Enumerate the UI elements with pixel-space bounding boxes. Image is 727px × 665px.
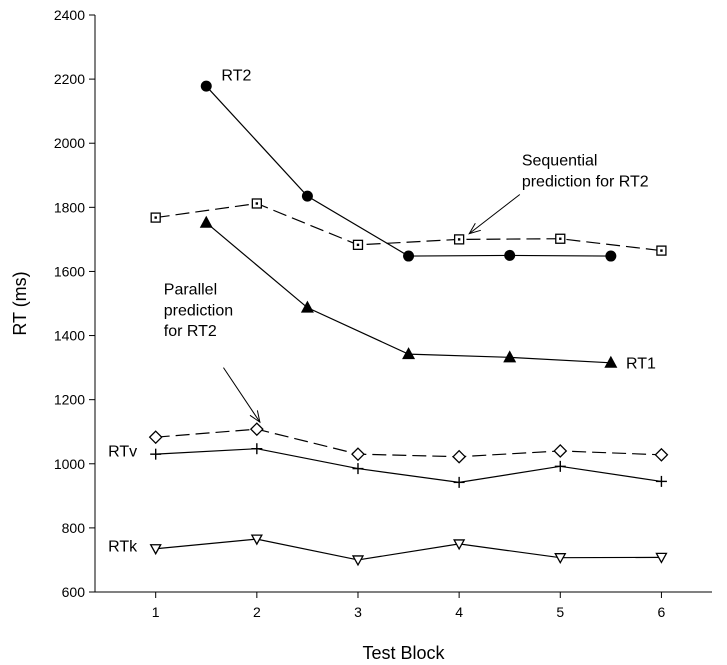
series-rt1 xyxy=(199,215,618,368)
data-point xyxy=(503,350,517,363)
data-point xyxy=(351,447,365,462)
y-tick-label: 1800 xyxy=(54,199,85,215)
data-point-dot xyxy=(356,243,360,247)
data-point xyxy=(403,250,415,262)
annotation-rt1: RT1 xyxy=(626,355,656,372)
data-point xyxy=(301,190,313,202)
arrow-head xyxy=(249,410,261,424)
data-point-dot xyxy=(559,237,562,240)
data-point xyxy=(351,555,365,567)
data-point xyxy=(300,300,314,313)
data-point xyxy=(453,234,465,245)
annotation-layer: RT2 RT1 RTv RTk Sequential prediction for RT2… xyxy=(108,68,656,556)
x-tick-label: 2 xyxy=(253,604,261,620)
axes: 600 800 1000 1200 1400 1600 1800 2000 2200 2400 1 2… xyxy=(54,7,712,620)
y-tick-label: 1400 xyxy=(54,328,85,344)
data-point xyxy=(453,476,465,488)
data-point xyxy=(655,552,668,564)
data-point xyxy=(352,463,364,475)
series-line xyxy=(155,428,662,458)
arrow-head xyxy=(468,223,481,235)
data-point xyxy=(148,430,163,445)
data-point xyxy=(251,198,262,209)
data-point xyxy=(199,215,213,228)
y-tick-label: 1000 xyxy=(54,456,85,472)
series-line xyxy=(155,202,662,252)
arrow-shaft xyxy=(223,367,261,423)
data-point xyxy=(150,448,162,460)
x-tick-label: 3 xyxy=(354,604,362,620)
arrow-shaft xyxy=(468,194,521,235)
annotation-sequential-l2: prediction for RT2 xyxy=(522,173,649,190)
series-layer xyxy=(148,80,669,567)
parallel-arrow xyxy=(223,367,261,424)
series-series-4 xyxy=(148,422,669,464)
y-axis-title: RT (ms) xyxy=(10,271,30,335)
y-tick-label: 2200 xyxy=(54,71,85,87)
series-series-3 xyxy=(150,198,667,256)
data-point xyxy=(352,239,364,250)
annotation-rtv: RTv xyxy=(108,444,137,461)
series-rt2 xyxy=(200,80,617,262)
data-point xyxy=(553,444,568,458)
x-tick-label: 6 xyxy=(658,604,666,620)
series-line xyxy=(155,538,662,561)
data-point xyxy=(555,233,566,244)
data-point xyxy=(453,539,466,551)
y-tick-label: 2400 xyxy=(54,7,85,23)
annotation-parallel-l2: prediction xyxy=(164,302,233,319)
data-point xyxy=(656,245,667,256)
annotation-sequential-l1: Sequential xyxy=(522,153,598,170)
y-tick-label: 1200 xyxy=(54,392,85,408)
y-tick-label: 600 xyxy=(62,584,86,600)
annotation-parallel-l1: Parallel xyxy=(164,282,217,299)
x-axis-title: Test Block xyxy=(362,643,445,663)
data-point-dot xyxy=(255,202,259,205)
y-tick-label: 800 xyxy=(62,520,86,536)
x-tick-label: 1 xyxy=(152,604,160,620)
data-point-dot xyxy=(660,249,663,252)
data-point xyxy=(250,534,263,546)
data-point xyxy=(249,422,264,437)
annotation-rt2: RT2 xyxy=(221,68,251,85)
x-tick-label: 5 xyxy=(556,604,564,620)
data-point xyxy=(251,443,263,455)
data-point xyxy=(504,249,516,261)
data-point xyxy=(200,80,212,92)
data-point-dot xyxy=(457,238,461,241)
series-rtv xyxy=(150,443,667,488)
data-point xyxy=(655,475,667,487)
data-point-dot xyxy=(154,216,157,219)
series-line xyxy=(205,85,611,257)
data-point xyxy=(605,250,617,262)
y-tick-label: 1600 xyxy=(54,263,85,279)
data-point xyxy=(604,355,618,368)
annotation-parallel-l3: for RT2 xyxy=(164,323,217,340)
series-rtk xyxy=(149,534,668,567)
data-point xyxy=(554,553,567,565)
data-point xyxy=(150,212,161,223)
sequential-arrow xyxy=(468,194,521,235)
x-tick-label: 4 xyxy=(455,604,463,620)
data-point xyxy=(554,460,566,472)
data-point xyxy=(654,447,669,462)
data-point xyxy=(149,544,162,556)
series-line xyxy=(155,448,662,483)
annotation-rtk: RTk xyxy=(108,538,138,555)
data-point xyxy=(402,347,416,360)
y-tick-label: 2000 xyxy=(54,135,85,151)
data-point xyxy=(452,449,467,464)
series-line xyxy=(205,222,611,364)
